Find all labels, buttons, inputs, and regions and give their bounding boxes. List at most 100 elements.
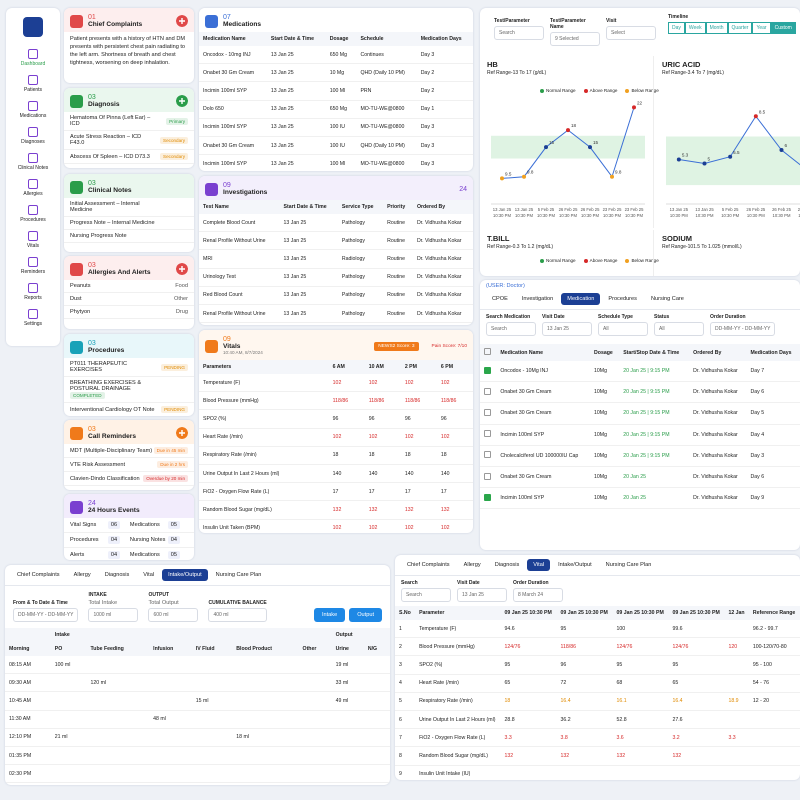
table-cell: Dr. Vidhusha Kokar [412, 231, 473, 251]
data-point [566, 128, 570, 133]
table-cell: 96 [436, 409, 473, 429]
menu-item[interactable]: Patients [24, 75, 42, 99]
menu-icon [28, 179, 38, 189]
add-button[interactable] [176, 427, 188, 439]
menu-item[interactable]: Reports [24, 283, 42, 307]
table: Intake Output Morning PO Tube Feeding Infusio… [5, 628, 390, 784]
event-count: 06 [107, 521, 121, 529]
table-cell: 118/86 [436, 391, 473, 411]
table-cell: 18 [500, 692, 557, 711]
investigations-card: 09 Investigations 24 Test Name Start Date & … [199, 176, 473, 325]
filter-input[interactable]: 9 Selected [550, 32, 600, 46]
tab[interactable]: Vital [527, 559, 551, 571]
filter-bar: Search Medication Search Visit Date 13 Jan … [480, 310, 800, 340]
tab[interactable]: Diagnosis [104, 572, 130, 578]
timeline-option[interactable]: Custom [770, 22, 796, 34]
menu-item[interactable]: Settings [24, 309, 42, 333]
add-button[interactable] [176, 263, 188, 275]
legend-label: Above Range [589, 258, 618, 263]
table-cell: 48 ml [149, 710, 192, 729]
table-cell: Day 1 [416, 100, 473, 119]
tab[interactable]: Intake/Output [162, 569, 208, 581]
table-row: 2 Blood Pressure (mmHg) 124/76 118/86 124/76… [395, 637, 800, 657]
timeline-option[interactable]: Week [684, 22, 706, 34]
table-cell [724, 655, 749, 675]
tab[interactable]: Nursing Care [650, 296, 684, 302]
column-header: 09 Jan 25 10:30 PM [500, 606, 557, 620]
timeline-option[interactable]: Day [668, 22, 685, 34]
table-cell: 18 [364, 446, 401, 465]
filter-input[interactable]: All [654, 322, 704, 336]
filter-input[interactable]: 13 Jan 25 [542, 322, 592, 336]
legend-item: Normal Range [540, 258, 576, 263]
table-cell [86, 728, 150, 747]
tab[interactable]: Chief Complaints [407, 562, 450, 568]
tab[interactable]: Medication [561, 293, 601, 305]
table-row: Renal Profile Without Urine 13 Jan 25 Path… [199, 304, 473, 324]
tab[interactable]: Investigation [521, 296, 554, 302]
table-cell: Pathology [337, 268, 384, 287]
chart-title: T.BILL [487, 234, 510, 243]
tab[interactable]: Procedures [608, 296, 637, 302]
timeline-option[interactable]: Year [752, 22, 771, 34]
menu-item[interactable]: Vitals [27, 231, 39, 255]
tab[interactable]: Vital [143, 572, 155, 578]
table-cell [149, 673, 192, 693]
tab[interactable]: Nursing Care Plan [605, 562, 652, 568]
menu-item[interactable]: Dashboard [21, 49, 45, 73]
tab[interactable]: Allergy [463, 562, 481, 568]
table-row: 3 SPO2 (%) 95 96 95 95 95 - 100 [395, 655, 800, 675]
table: Parameters 6 AM 10 AM 2 PM 6 PM Temperature (… [199, 360, 473, 533]
table-cell [232, 764, 299, 784]
menu-item[interactable]: Allergies [23, 179, 43, 203]
table-cell: Day 3 [416, 154, 473, 171]
filter: Test/Parameter Name 9 Selected [550, 18, 600, 46]
filter-input[interactable]: 13 Jan 25 [457, 588, 507, 602]
add-button[interactable] [176, 15, 188, 27]
table-cell: 13 Jan 25 [279, 268, 338, 287]
list-text: MDT (Multiple-Disciplinary Team) [70, 447, 153, 454]
list-text: PT011 THERAPEUTIC EXERCISES [70, 361, 127, 373]
card-icon [205, 339, 218, 353]
vital-table-card: Chief Complaints Allergy Diagnosis Vital Int… [395, 555, 800, 780]
menu-item[interactable]: Diagnoses [21, 127, 45, 151]
tab[interactable]: Intake/Output [558, 562, 592, 568]
header-row: Parameters 6 AM 10 AM 2 PM 6 PM [199, 360, 473, 374]
table-cell: 36.2 [556, 710, 613, 730]
table-cell: 10Mg [590, 445, 620, 467]
tab[interactable]: Chief Complaints [17, 572, 60, 578]
tab[interactable]: Nursing Care Plan [215, 572, 262, 578]
filter-input[interactable]: Select [606, 26, 656, 40]
table-cell: 10Mg [590, 466, 620, 489]
card-header: 03 Procedures [64, 334, 194, 358]
table-cell: 96.2 - 99.7 [748, 620, 800, 639]
add-0[interactable]: Intake [313, 608, 346, 622]
filter-input[interactable]: 8 March 24 [513, 588, 563, 602]
filter-input[interactable]: Search [401, 588, 451, 602]
menu-label: Diagnoses [21, 139, 45, 145]
table-cell: 16.4 [556, 692, 613, 711]
table-cell: Blood Pressure (mmHg) [415, 637, 501, 657]
x-tick-label: 10:30 PM [559, 213, 577, 218]
news-score: NEWS2 Score: 3 [374, 341, 419, 351]
tab[interactable]: Allergy [73, 572, 91, 578]
filter-input[interactable]: Search [486, 322, 536, 336]
table-cell: 13 Jan 25 [266, 63, 326, 83]
timeline-option[interactable]: Month [705, 22, 728, 34]
tab[interactable]: CPOE [492, 296, 508, 302]
add-button[interactable] [176, 95, 188, 107]
menu-item[interactable]: Clinical Notes [18, 153, 48, 177]
menu-item[interactable]: Medications [20, 101, 46, 125]
add-1[interactable]: Output [349, 608, 382, 622]
data-point [779, 148, 784, 152]
tab[interactable]: Diagnosis [494, 562, 520, 568]
menu-item[interactable]: Procedures [20, 205, 46, 229]
point-label: 8.5 [759, 109, 766, 114]
filter-input[interactable]: DD-MM-YY - DD-MM-YY [710, 322, 776, 336]
filter-input[interactable]: Search [494, 26, 544, 40]
column-header: 09 Jan 25 10:30 PM [612, 606, 669, 620]
table-cell: 18.9 [724, 692, 749, 711]
timeline-option[interactable]: Quarter [727, 22, 753, 34]
filter-input[interactable]: All [598, 322, 648, 336]
menu-item[interactable]: Reminders [21, 257, 45, 281]
